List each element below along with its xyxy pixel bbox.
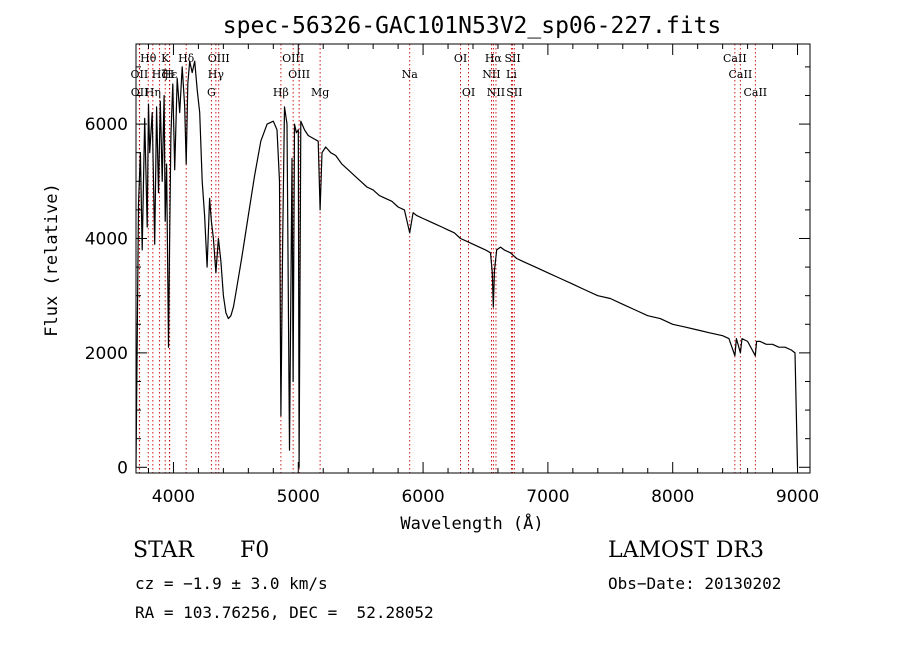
plot-frame: [135, 43, 811, 474]
line-label-18: OI: [462, 86, 475, 99]
line-label-14: OIII: [288, 68, 310, 81]
line-label-22: SII: [504, 52, 520, 65]
line-label-10: Hγ: [208, 68, 225, 81]
line-label-25: CaII: [723, 52, 747, 65]
line-label-0: Hθ: [140, 52, 157, 65]
x-tick-label-0: 4000: [152, 487, 195, 507]
x-tick-label-1: 5000: [277, 487, 320, 507]
line-label-26: CaII: [729, 68, 753, 81]
y-axis-ticks: 0 2000 4000 6000: [85, 66, 810, 478]
line-label-7: Hζ: [152, 68, 168, 81]
line-label-19: Hα: [485, 52, 503, 65]
line-label-24: Li: [506, 68, 517, 81]
line-label-11: G: [207, 86, 216, 99]
object-class: STAR: [133, 538, 194, 563]
x-axis-label: Wavelength (Å): [400, 512, 543, 534]
line-label-27: CaII: [743, 86, 767, 99]
x-tick-label-3: 7000: [526, 487, 569, 507]
line-label-9: OIII: [208, 52, 230, 65]
line-label-17: OI: [454, 52, 467, 65]
line-label-13: OIII: [282, 52, 304, 65]
redshift-info: cz = −1.9 ± 3.0 km/s: [135, 574, 328, 593]
y-tick-label-3: 6000: [85, 115, 128, 135]
line-label-4: K: [161, 52, 170, 65]
x-tick-label-2: 6000: [401, 487, 444, 507]
survey-name: LAMOST DR3: [608, 538, 764, 563]
spectrum-line: [135, 60, 799, 468]
line-label-12: Hβ: [273, 86, 289, 99]
line-label-2: OII: [131, 86, 149, 99]
object-subclass: F0: [240, 538, 270, 563]
line-label-20: NII: [482, 68, 500, 81]
line-label-23: SII: [506, 86, 522, 99]
chart-title: spec-56326-GAC101N53V2_sp06-227.fits: [223, 13, 722, 39]
spectral-line-markers: [138, 44, 756, 473]
observation-date: Obs−Date: 20130202: [608, 574, 782, 593]
y-axis-label: Flux (relative): [42, 183, 62, 337]
line-label-16: Na: [402, 68, 419, 81]
y-tick-label-1: 2000: [85, 344, 128, 364]
line-label-15: Mg: [311, 86, 329, 99]
line-label-5: H: [165, 68, 175, 81]
line-label-21: NII: [487, 86, 505, 99]
x-axis-ticks: 4000 5000 6000 7000 8000 9000: [147, 44, 819, 507]
line-label-6: Hε: [162, 68, 178, 81]
line-label-3: Hη: [145, 86, 161, 99]
line-label-8: Hδ: [178, 52, 195, 65]
y-tick-label-0: 0: [117, 458, 128, 478]
x-tick-label-4: 8000: [651, 487, 694, 507]
x-tick-label-5: 9000: [776, 487, 819, 507]
coordinates: RA = 103.76256, DEC = 52.28052: [135, 603, 434, 622]
line-label-1: OII: [131, 68, 149, 81]
y-tick-label-2: 4000: [85, 229, 128, 249]
